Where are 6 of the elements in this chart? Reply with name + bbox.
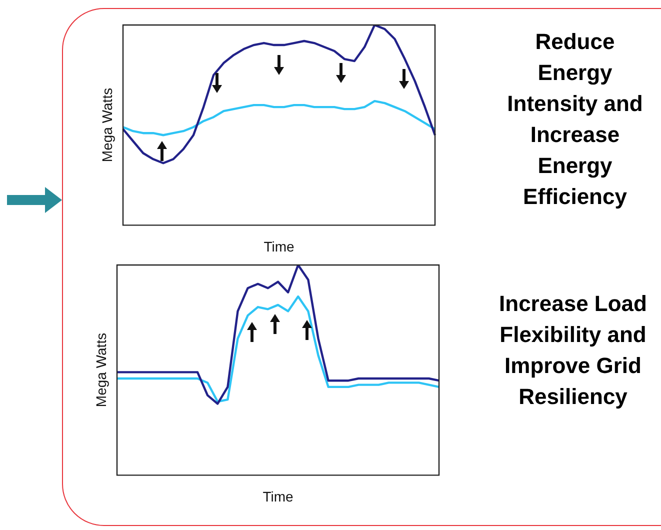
y-axis-title: Mega Watts xyxy=(93,333,110,408)
text: Increase Load Flexibility and Improve Grid Resiliency xyxy=(498,290,648,411)
x-axis-title: Time xyxy=(264,238,295,254)
x-axis-title: Time xyxy=(262,488,294,504)
y-axis-title: Mega Watts xyxy=(99,88,116,162)
text: Reduce Energy Intensity and Increase Energy Efficiency xyxy=(506,28,644,211)
